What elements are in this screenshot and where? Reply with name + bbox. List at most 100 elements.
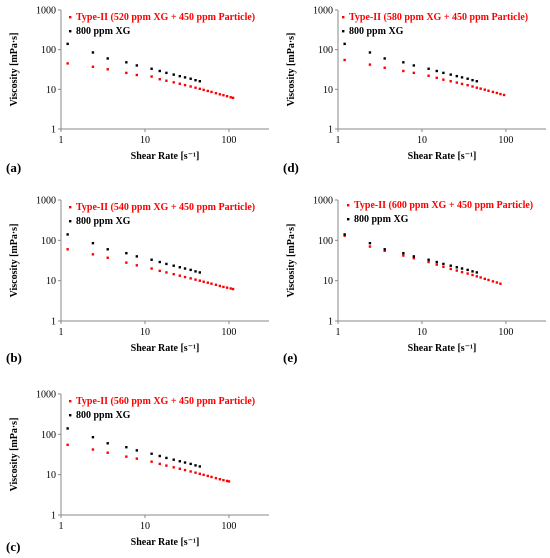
data-point <box>499 282 502 285</box>
y-axis-label: Viscosity [mPa·s] <box>9 224 20 298</box>
data-point <box>135 264 139 267</box>
data-point <box>189 462 192 466</box>
data-point <box>183 267 187 270</box>
data-point <box>487 89 490 92</box>
series-type-ii <box>66 248 235 291</box>
x-tick-label: 1 <box>59 135 64 146</box>
data-point <box>455 81 459 84</box>
legend-entry: Type-II (580 ppm XG + 450 ppm Particle) <box>349 12 528 23</box>
panel-label: (d) <box>283 160 299 175</box>
data-point <box>172 458 175 461</box>
data-point <box>412 64 416 67</box>
data-point <box>495 91 499 95</box>
y-tick-label: 1000 <box>36 390 56 401</box>
data-point <box>183 83 187 87</box>
data-point <box>202 280 205 283</box>
data-point <box>449 73 452 76</box>
data-point <box>475 275 479 278</box>
data-point <box>427 258 430 261</box>
data-point <box>402 251 405 255</box>
y-axis-label: Viscosity [mPa·s] <box>9 33 20 107</box>
data-point <box>66 62 69 65</box>
data-point <box>442 71 445 75</box>
data-point <box>135 457 139 460</box>
data-point <box>158 454 161 458</box>
data-point <box>502 93 506 97</box>
data-point <box>343 234 346 237</box>
x-tick-label: 10 <box>417 327 427 338</box>
data-point <box>466 84 469 87</box>
data-point <box>471 78 474 82</box>
data-point <box>165 71 168 75</box>
data-point <box>471 273 474 277</box>
data-point <box>178 460 182 463</box>
x-axis-label: Shear Rate [s⁻¹] <box>131 537 200 548</box>
data-point <box>66 443 69 447</box>
data-point <box>194 471 197 474</box>
data-point <box>66 427 69 430</box>
data-point <box>218 284 222 288</box>
data-point <box>225 286 229 289</box>
y-tick-label: 1 <box>51 317 56 328</box>
data-point <box>499 92 502 96</box>
data-point <box>460 270 464 274</box>
legend-marker <box>69 30 72 33</box>
data-point <box>178 74 182 78</box>
y-tick-label: 10 <box>46 276 56 287</box>
data-point <box>206 474 209 478</box>
data-point <box>383 248 386 251</box>
panel-label: (a) <box>6 160 21 175</box>
data-point <box>106 442 109 445</box>
data-point <box>214 283 218 286</box>
data-point <box>368 63 372 66</box>
data-point <box>189 470 192 473</box>
y-tick-label: 1 <box>51 125 56 136</box>
x-tick-label: 100 <box>498 327 513 338</box>
data-point <box>158 462 161 466</box>
data-point <box>172 466 175 469</box>
data-point <box>475 80 479 83</box>
data-point <box>479 276 482 279</box>
data-point <box>91 435 95 439</box>
data-point <box>466 268 469 272</box>
y-tick-label: 1000 <box>36 6 56 17</box>
data-point <box>165 271 168 274</box>
data-point <box>427 260 430 264</box>
data-point <box>198 80 202 83</box>
x-tick-label: 10 <box>417 135 427 146</box>
data-point <box>189 85 192 88</box>
x-tick-label: 100 <box>221 135 236 146</box>
legend-marker <box>342 30 345 33</box>
y-tick-label: 100 <box>318 236 333 247</box>
x-tick-label: 1 <box>336 135 341 146</box>
x-axis-label: Shear Rate [s⁻¹] <box>131 343 200 354</box>
series-type-ii <box>343 234 502 285</box>
data-point <box>402 254 405 257</box>
legend-marker <box>69 206 72 209</box>
y-tick-label: 10 <box>323 276 333 287</box>
data-point <box>66 233 69 236</box>
data-point <box>125 261 128 264</box>
data-point <box>106 451 109 454</box>
data-point <box>194 464 197 467</box>
data-point <box>198 271 202 274</box>
y-tick-label: 100 <box>41 236 56 247</box>
series-xg-800 <box>66 42 202 83</box>
data-point <box>412 255 416 258</box>
legend-marker <box>347 218 350 221</box>
y-axis-label: Viscosity [mPa·s] <box>9 418 20 492</box>
data-point <box>150 258 153 261</box>
series-xg-800 <box>66 233 202 274</box>
data-point <box>91 51 95 54</box>
data-point <box>368 245 372 248</box>
data-point <box>383 249 386 253</box>
data-point <box>210 475 213 479</box>
legend-marker <box>69 16 72 19</box>
x-tick-label: 100 <box>221 521 236 532</box>
data-point <box>158 269 161 273</box>
data-point <box>466 272 469 275</box>
data-point <box>125 251 128 255</box>
data-point <box>455 269 459 272</box>
chart-panel: 1 10 100 1000 1 10 100 Shear Rate [s⁻¹] Viscosit… <box>6 390 269 554</box>
data-point <box>435 260 438 264</box>
